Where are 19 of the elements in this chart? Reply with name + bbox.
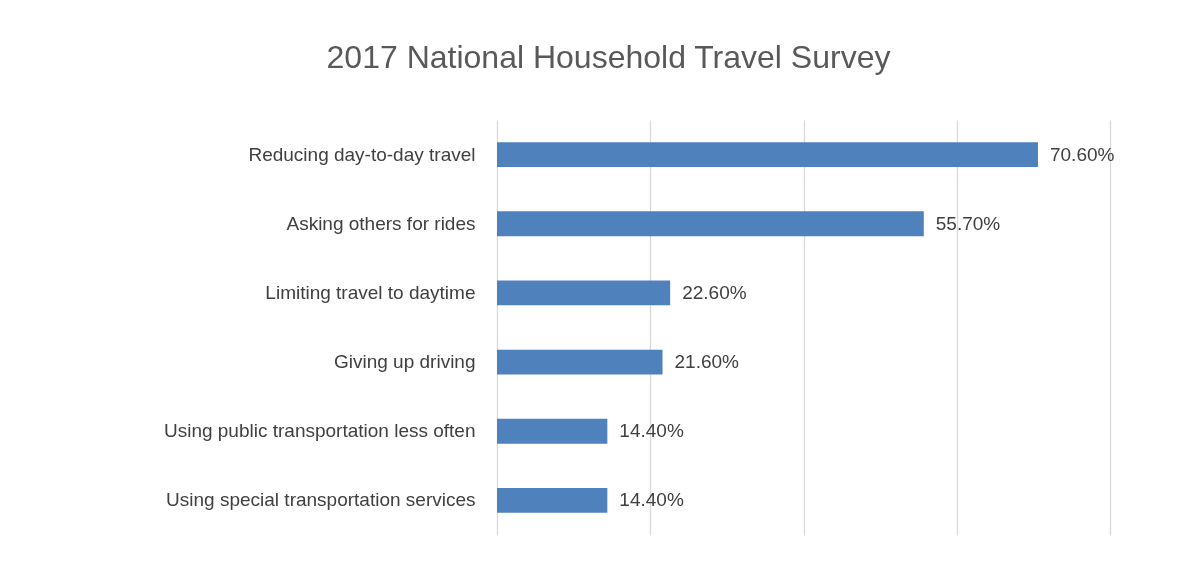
y-tick-label: Reducing day-to-day travel: [248, 143, 476, 165]
data-label: 21.60%: [674, 351, 740, 373]
bar: [497, 142, 1038, 168]
data-label: 14.40%: [619, 489, 684, 511]
data-label: 14.40%: [619, 420, 684, 442]
bar: [497, 349, 663, 375]
y-tick-label: Asking others for rides: [286, 212, 476, 234]
y-tick-label: Using public transportation less often: [163, 420, 476, 442]
bar: [497, 418, 608, 444]
y-tick-label: Limiting travel to daytime: [265, 281, 476, 303]
bar: [497, 280, 671, 306]
y-tick-label: Giving up driving: [333, 351, 476, 373]
data-label: 22.60%: [682, 281, 747, 303]
bar: [497, 487, 608, 513]
data-label: 70.60%: [1049, 143, 1115, 165]
data-label: 55.70%: [935, 212, 1001, 234]
chart-title: 2017 National Household Travel Survey: [326, 39, 891, 75]
y-tick-label: Using special transportation services: [166, 489, 476, 511]
bar: [497, 211, 924, 237]
